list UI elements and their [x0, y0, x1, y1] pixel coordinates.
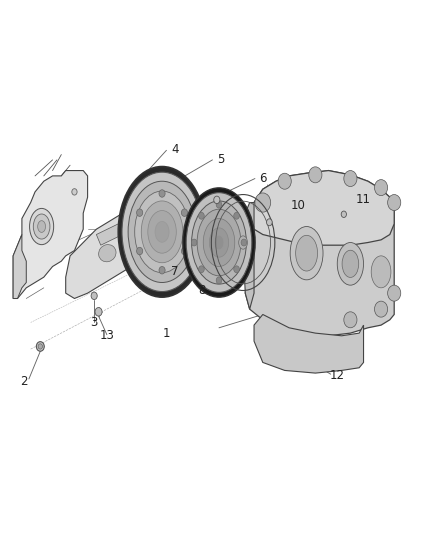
Ellipse shape	[29, 208, 53, 245]
Ellipse shape	[266, 219, 272, 226]
Ellipse shape	[255, 193, 271, 212]
Ellipse shape	[214, 196, 220, 204]
Ellipse shape	[342, 250, 359, 278]
Text: 8: 8	[198, 284, 205, 297]
Ellipse shape	[203, 219, 235, 266]
Ellipse shape	[137, 247, 143, 255]
Polygon shape	[13, 171, 88, 298]
Polygon shape	[245, 171, 394, 336]
Ellipse shape	[278, 173, 291, 189]
Text: 10: 10	[290, 199, 305, 212]
Ellipse shape	[374, 301, 388, 317]
Ellipse shape	[344, 312, 357, 328]
Text: 2: 2	[20, 375, 28, 387]
Ellipse shape	[337, 243, 364, 285]
Text: 12: 12	[330, 369, 345, 382]
Ellipse shape	[371, 256, 391, 288]
Ellipse shape	[309, 167, 322, 183]
Ellipse shape	[91, 292, 97, 300]
Text: 5: 5	[218, 154, 225, 166]
Polygon shape	[13, 235, 26, 298]
Polygon shape	[254, 314, 364, 373]
Ellipse shape	[341, 211, 346, 217]
Text: 11: 11	[356, 193, 371, 206]
Ellipse shape	[36, 342, 44, 351]
Ellipse shape	[241, 239, 247, 246]
Ellipse shape	[388, 195, 401, 211]
Ellipse shape	[128, 181, 196, 282]
Ellipse shape	[122, 172, 202, 292]
Ellipse shape	[216, 277, 222, 284]
Ellipse shape	[159, 190, 165, 197]
Ellipse shape	[239, 236, 247, 249]
Text: 4: 4	[171, 143, 179, 156]
Ellipse shape	[290, 227, 323, 280]
Ellipse shape	[118, 166, 206, 297]
Ellipse shape	[181, 209, 187, 216]
Ellipse shape	[388, 285, 401, 301]
Ellipse shape	[33, 214, 50, 239]
Text: 3: 3	[91, 316, 98, 329]
Ellipse shape	[374, 180, 388, 196]
Ellipse shape	[155, 222, 169, 242]
Ellipse shape	[198, 266, 204, 273]
Ellipse shape	[159, 266, 165, 274]
Ellipse shape	[183, 188, 255, 297]
Ellipse shape	[137, 209, 143, 216]
Ellipse shape	[38, 344, 42, 349]
Ellipse shape	[216, 201, 222, 208]
Polygon shape	[245, 171, 394, 245]
Polygon shape	[66, 213, 153, 298]
Ellipse shape	[141, 201, 183, 263]
Ellipse shape	[72, 189, 77, 195]
Ellipse shape	[99, 245, 116, 262]
Ellipse shape	[191, 239, 197, 246]
Text: 1: 1	[162, 327, 170, 340]
Ellipse shape	[198, 212, 204, 219]
Ellipse shape	[234, 212, 240, 219]
Ellipse shape	[135, 191, 189, 273]
Ellipse shape	[38, 221, 46, 232]
Ellipse shape	[209, 228, 229, 257]
Ellipse shape	[344, 171, 357, 187]
Ellipse shape	[148, 211, 176, 253]
Text: 6: 6	[259, 172, 267, 185]
Text: 13: 13	[100, 329, 115, 342]
Polygon shape	[243, 203, 254, 309]
Ellipse shape	[186, 192, 252, 292]
Ellipse shape	[192, 201, 246, 284]
Ellipse shape	[95, 308, 102, 316]
Ellipse shape	[197, 209, 241, 276]
Ellipse shape	[214, 236, 224, 249]
Text: 7: 7	[171, 265, 179, 278]
Ellipse shape	[234, 266, 240, 273]
Polygon shape	[96, 224, 123, 245]
Ellipse shape	[296, 236, 318, 271]
Ellipse shape	[181, 247, 187, 255]
